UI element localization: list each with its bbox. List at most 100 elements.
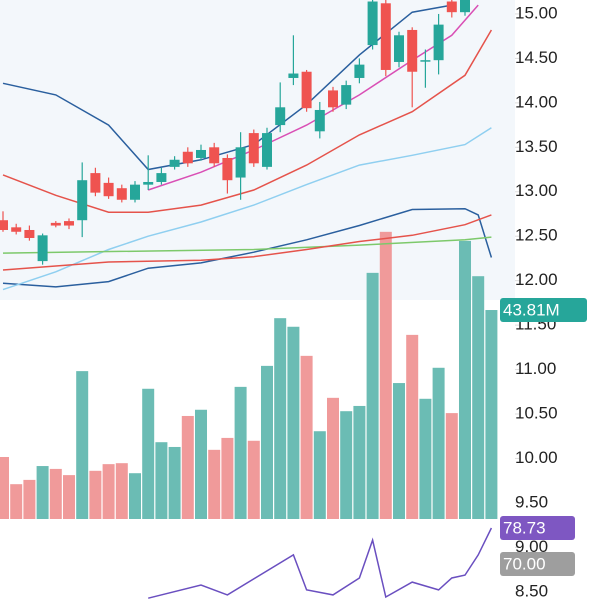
price-axis: 15.0014.5014.0013.5013.0012.5012.0011.50… bbox=[500, 0, 600, 600]
y-tick-label: 15.00 bbox=[515, 3, 558, 22]
volume-bar bbox=[379, 231, 392, 520]
volume-bar bbox=[234, 386, 247, 519]
volume-bar bbox=[419, 398, 432, 519]
volume-bar bbox=[221, 437, 234, 519]
volume-bar bbox=[432, 367, 445, 519]
y-tick-label: 9.50 bbox=[515, 492, 548, 511]
candle-body bbox=[460, 0, 470, 13]
candle-body bbox=[314, 109, 325, 132]
volume-bar bbox=[208, 449, 221, 519]
volume-bar bbox=[142, 388, 155, 519]
candle-body bbox=[275, 107, 286, 126]
candle-body bbox=[64, 221, 74, 226]
candle-body bbox=[37, 235, 48, 262]
y-tick-label: 11.00 bbox=[515, 359, 556, 378]
volume-bar bbox=[353, 405, 366, 519]
candle-body bbox=[446, 1, 457, 13]
volume-bar bbox=[274, 318, 287, 519]
candle-body bbox=[367, 1, 378, 46]
volume-bar bbox=[459, 240, 471, 520]
candle-body bbox=[407, 29, 418, 72]
volume-bar bbox=[472, 276, 485, 519]
candle-body bbox=[328, 90, 338, 108]
candle-body bbox=[301, 71, 312, 109]
candle-body bbox=[77, 180, 88, 221]
y-tick-label: 12.50 bbox=[515, 226, 558, 245]
rsi-line bbox=[148, 527, 493, 599]
rsi-level-label: 70.00 bbox=[503, 554, 546, 573]
plot-area bbox=[0, 0, 498, 599]
volume-bar bbox=[393, 383, 405, 519]
candle-body bbox=[354, 64, 365, 78]
volume-bar bbox=[406, 334, 419, 519]
candle-body bbox=[262, 133, 272, 167]
y-tick-label: 14.50 bbox=[515, 48, 558, 67]
volume-bar bbox=[102, 464, 115, 519]
rsi-last-label: 78.73 bbox=[503, 519, 546, 538]
volume-bar bbox=[63, 475, 75, 519]
moving-average-line bbox=[2, 127, 492, 291]
candle-body bbox=[209, 147, 220, 164]
volume-bar bbox=[23, 479, 36, 519]
moving-average-line bbox=[2, 236, 492, 254]
candle-body bbox=[116, 188, 127, 200]
volume-last-label: 43.81M bbox=[503, 301, 560, 320]
volume-bar bbox=[340, 411, 353, 519]
y-tick-label: 14.00 bbox=[515, 92, 558, 111]
rsi-last-badge bbox=[500, 516, 575, 541]
candle-body bbox=[169, 159, 180, 167]
volume-bar bbox=[300, 355, 313, 519]
candle-body bbox=[103, 182, 114, 197]
candle-body bbox=[11, 227, 22, 232]
candle-body bbox=[235, 147, 246, 178]
candle-body bbox=[130, 184, 140, 200]
volume-bar bbox=[485, 310, 498, 519]
volume-bar bbox=[129, 473, 141, 519]
candle-body bbox=[24, 229, 35, 238]
volume-bar bbox=[195, 409, 207, 519]
volume-bar bbox=[155, 442, 168, 519]
candle-body bbox=[380, 3, 391, 70]
volume-bar bbox=[76, 371, 89, 519]
candle-body bbox=[156, 173, 167, 182]
volume-bar bbox=[168, 446, 181, 519]
y-tick-label: 12.00 bbox=[515, 270, 558, 289]
volume-bar bbox=[287, 326, 300, 519]
candle-body bbox=[420, 60, 431, 62]
volume-bar bbox=[181, 415, 194, 519]
volume-bar bbox=[115, 463, 128, 519]
rsi-level-badge bbox=[500, 551, 575, 576]
volume-bar bbox=[247, 440, 260, 519]
moving-average-line bbox=[2, 214, 492, 271]
candle-body bbox=[341, 85, 352, 105]
y-tick-label: 10.50 bbox=[515, 404, 558, 423]
y-tick-label: 13.50 bbox=[515, 137, 558, 156]
y-tick-label: 10.00 bbox=[515, 448, 558, 467]
candle-body bbox=[0, 220, 8, 230]
volume-bar bbox=[261, 365, 273, 519]
candle-body bbox=[222, 157, 233, 181]
candle-body bbox=[90, 173, 101, 193]
volume-bar bbox=[0, 456, 9, 519]
y-tick-label: 9.00 bbox=[515, 537, 548, 556]
moving-average-line bbox=[2, 29, 493, 213]
moving-average-line bbox=[2, 207, 493, 288]
volume-bar bbox=[36, 466, 49, 519]
volume-bar bbox=[366, 272, 379, 519]
candle-body bbox=[182, 151, 193, 164]
candle-body bbox=[288, 73, 299, 78]
candle-body bbox=[394, 35, 404, 62]
volume-bar bbox=[327, 397, 339, 519]
y-tick-label: 8.50 bbox=[515, 581, 548, 600]
candle-body bbox=[196, 149, 206, 158]
volume-bar bbox=[445, 413, 458, 519]
candle-body bbox=[248, 133, 259, 164]
volume-bar bbox=[49, 468, 62, 519]
y-tick-label: 13.00 bbox=[515, 181, 558, 200]
candle-body bbox=[50, 222, 61, 226]
volume-bar bbox=[313, 431, 326, 519]
volume-last-badge bbox=[500, 298, 587, 323]
candle-body bbox=[433, 24, 444, 61]
volume-bar bbox=[89, 470, 102, 519]
